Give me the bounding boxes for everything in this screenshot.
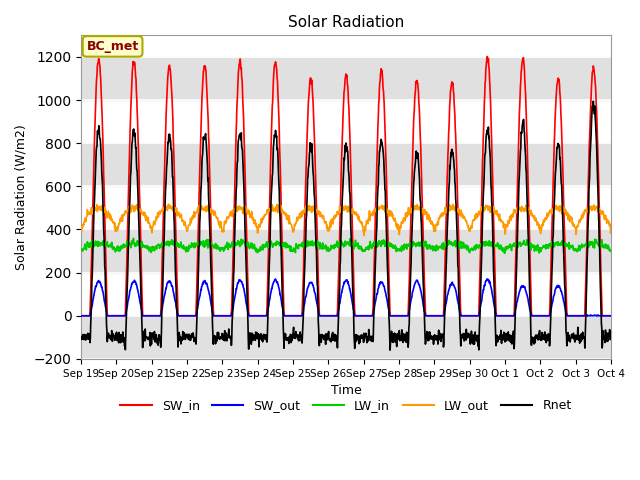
LW_in <box>255 247 262 253</box>
SW_out <box>77 313 85 319</box>
SW_in <box>255 313 262 319</box>
LW_in <box>77 247 85 252</box>
SW_in <box>182 313 190 319</box>
Rnet <box>429 336 436 342</box>
LW_out <box>429 222 436 228</box>
SW_out <box>182 313 190 319</box>
LW_out <box>498 219 506 225</box>
SW_out <box>195 297 203 303</box>
SW_out <box>498 313 506 319</box>
LW_in <box>607 247 615 253</box>
Rnet <box>386 347 394 353</box>
Line: SW_out: SW_out <box>81 279 611 316</box>
LW_out <box>195 203 203 208</box>
Rnet <box>607 333 615 339</box>
SW_in <box>483 54 491 60</box>
SW_out <box>428 313 436 319</box>
SW_in <box>77 313 85 319</box>
LW_in <box>182 244 190 250</box>
Bar <box>81 57 611 100</box>
SW_out <box>607 313 615 319</box>
LW_out <box>77 228 85 234</box>
Bar <box>81 143 611 186</box>
SW_in <box>428 313 436 319</box>
LW_out <box>360 233 368 239</box>
LW_out <box>545 211 552 216</box>
Bar <box>81 316 611 359</box>
LW_in <box>195 243 203 249</box>
Rnet <box>195 244 203 250</box>
Bar <box>81 229 611 273</box>
SW_out <box>255 313 262 319</box>
Rnet <box>182 333 190 339</box>
Line: SW_in: SW_in <box>81 57 611 316</box>
Legend: SW_in, SW_out, LW_in, LW_out, Rnet: SW_in, SW_out, LW_in, LW_out, Rnet <box>115 395 577 418</box>
Line: LW_out: LW_out <box>81 204 611 236</box>
Y-axis label: Solar Radiation (W/m2): Solar Radiation (W/m2) <box>15 124 28 270</box>
LW_out <box>182 226 190 231</box>
LW_out <box>255 223 262 229</box>
Rnet <box>77 334 85 339</box>
Rnet <box>498 340 506 346</box>
SW_out <box>483 276 491 282</box>
LW_out <box>607 228 615 233</box>
Line: LW_in: LW_in <box>81 238 611 253</box>
SW_out <box>545 313 552 319</box>
Rnet <box>589 98 597 104</box>
SW_in <box>498 313 506 319</box>
LW_in <box>498 247 506 253</box>
SW_in <box>607 313 615 319</box>
Title: Solar Radiation: Solar Radiation <box>288 15 404 30</box>
SW_in <box>195 196 203 202</box>
LW_out <box>164 202 172 207</box>
LW_in <box>500 251 508 256</box>
Line: Rnet: Rnet <box>81 101 611 350</box>
Text: BC_met: BC_met <box>86 40 139 53</box>
LW_in <box>129 235 137 241</box>
LW_in <box>545 242 552 248</box>
LW_in <box>429 243 436 249</box>
Rnet <box>545 331 552 336</box>
Rnet <box>255 331 262 336</box>
SW_in <box>545 313 552 319</box>
X-axis label: Time: Time <box>331 384 362 397</box>
